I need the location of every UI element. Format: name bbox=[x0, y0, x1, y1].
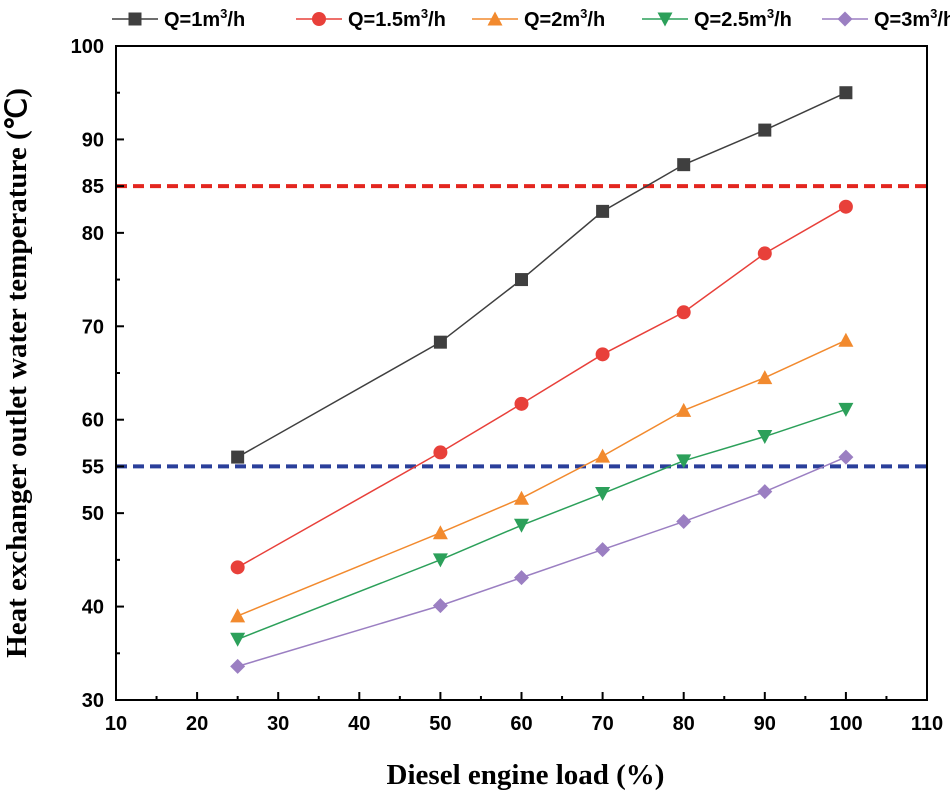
data-point bbox=[230, 658, 246, 674]
data-point bbox=[676, 454, 692, 469]
y-tick-label: 55 bbox=[82, 456, 104, 478]
y-tick-label: 50 bbox=[82, 503, 104, 525]
y-tick-label: 40 bbox=[82, 597, 104, 619]
data-point bbox=[595, 448, 611, 463]
data-point bbox=[676, 514, 692, 530]
data-point bbox=[838, 402, 854, 417]
x-tick-label: 60 bbox=[510, 713, 532, 735]
data-point bbox=[677, 158, 691, 172]
legend-label: Q=1m3/h bbox=[164, 6, 245, 31]
x-tick-label: 40 bbox=[348, 713, 370, 735]
data-point bbox=[433, 445, 448, 460]
y-tick-label: 30 bbox=[82, 690, 104, 712]
x-tick-label: 90 bbox=[754, 713, 776, 735]
series-1 bbox=[231, 86, 853, 464]
data-point bbox=[514, 518, 529, 533]
y-tick-label: 100 bbox=[71, 36, 104, 58]
data-point bbox=[433, 335, 447, 349]
legend-marker bbox=[487, 11, 503, 26]
legend-marker bbox=[312, 12, 326, 26]
legend-label: Q=2.5m3/h bbox=[694, 6, 792, 31]
data-point bbox=[596, 204, 610, 218]
series-2 bbox=[230, 199, 853, 575]
data-point bbox=[595, 487, 611, 502]
data-point bbox=[515, 273, 528, 287]
data-point bbox=[514, 570, 529, 586]
legend-marker bbox=[128, 12, 142, 26]
data-point bbox=[595, 347, 610, 362]
data-point bbox=[839, 86, 853, 100]
data-point bbox=[838, 199, 853, 214]
data-point bbox=[230, 560, 245, 575]
x-tick-label: 10 bbox=[105, 713, 127, 735]
x-axis-title: Diesel engine load (%) bbox=[387, 759, 665, 791]
data-point bbox=[514, 396, 529, 411]
y-tick-label: 70 bbox=[82, 316, 104, 338]
data-point bbox=[757, 430, 773, 445]
y-tick-label: 85 bbox=[82, 176, 104, 198]
data-point bbox=[595, 542, 611, 558]
legend-label: Q=3m3/h bbox=[874, 6, 950, 31]
x-tick-label: 80 bbox=[673, 713, 695, 735]
legend-item-2: Q=1.5m3/h bbox=[296, 6, 446, 31]
legend-label: Q=1.5m3/h bbox=[348, 6, 446, 31]
data-point bbox=[757, 484, 773, 500]
data-point bbox=[838, 449, 854, 465]
y-axis-title: Heat exchanger outlet water temperature … bbox=[1, 88, 33, 658]
legend-item-5: Q=3m3/h bbox=[822, 6, 950, 31]
legend-item-1: Q=1m3/h bbox=[112, 6, 245, 31]
legend-marker bbox=[657, 12, 673, 27]
x-tick-label: 30 bbox=[267, 713, 289, 735]
data-point bbox=[432, 525, 448, 540]
data-point bbox=[758, 123, 772, 137]
legend: Q=1m3/h Q=1.5m3/h Q=2m3/h Q=2.5m3/h Q=3m3/h bbox=[112, 6, 950, 31]
data-point bbox=[757, 370, 773, 385]
series-5 bbox=[230, 449, 854, 674]
x-tick-label: 70 bbox=[591, 713, 613, 735]
x-tick-label: 110 bbox=[911, 713, 943, 735]
x-tick-label: 50 bbox=[429, 713, 451, 735]
data-point bbox=[676, 305, 691, 320]
data-point bbox=[432, 553, 448, 568]
series-4 bbox=[230, 402, 854, 647]
data-point bbox=[432, 598, 448, 614]
axes: 10 20 30 40 50 60 70 80 90 100 110 30 40 50 55 60 70 80 85… bbox=[71, 36, 944, 735]
data-point bbox=[230, 608, 246, 623]
x-tick-label: 100 bbox=[829, 713, 862, 735]
y-tick-label: 90 bbox=[82, 129, 104, 151]
data-point bbox=[514, 490, 529, 505]
legend-item-3: Q=2m3/h bbox=[472, 6, 605, 31]
legend-marker bbox=[837, 11, 853, 27]
data-point bbox=[230, 632, 246, 647]
data-point bbox=[838, 332, 854, 347]
data-point bbox=[676, 402, 692, 417]
y-tick-label: 80 bbox=[82, 223, 104, 245]
series-3 bbox=[230, 332, 854, 623]
legend-label: Q=2m3/h bbox=[524, 6, 605, 31]
data-point bbox=[757, 246, 772, 261]
series-layer bbox=[230, 86, 854, 674]
legend-item-4: Q=2.5m3/h bbox=[642, 6, 792, 31]
data-point bbox=[231, 450, 245, 464]
y-tick-label: 60 bbox=[82, 410, 104, 432]
x-tick-label: 20 bbox=[186, 713, 208, 735]
